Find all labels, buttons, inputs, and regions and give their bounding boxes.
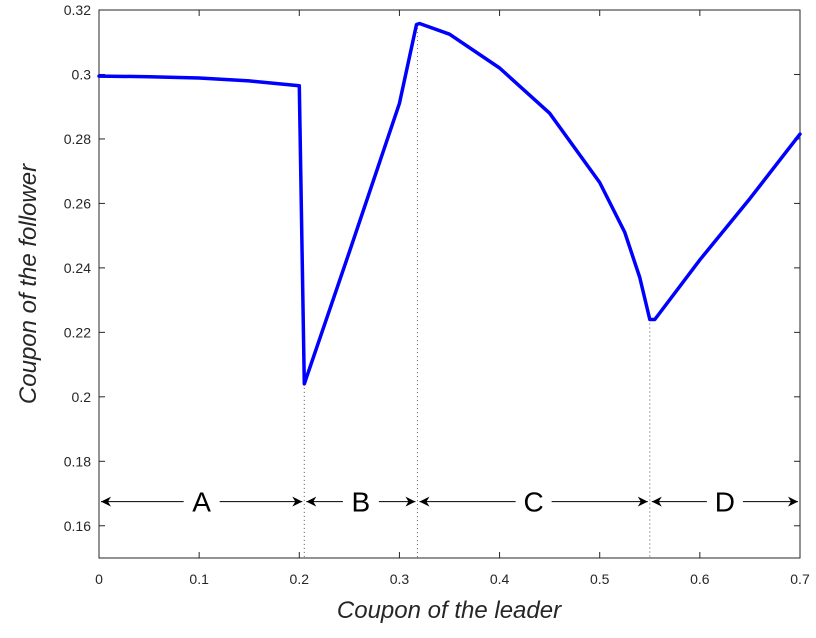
y-tick-label: 0.26 — [64, 195, 91, 211]
x-tick-label: 0.7 — [790, 571, 810, 587]
series-group — [97, 21, 802, 386]
y-tick-label: 0.22 — [64, 324, 91, 340]
y-tick-label: 0.18 — [64, 453, 91, 469]
region-annotations: A B C D — [101, 487, 798, 518]
y-tick-label: 0.28 — [64, 131, 91, 147]
y-tick-label: 0.3 — [72, 66, 92, 82]
axis-ticks: 0 0.1 0.2 0.3 0.4 0.5 0.6 0.7 0.16 0.18 0.2 0.22 0.2… — [64, 2, 810, 587]
x-tick-label: 0.5 — [590, 571, 610, 587]
x-tick-label: 0 — [95, 571, 103, 587]
region-label: B — [352, 487, 371, 518]
region-label: C — [524, 487, 544, 518]
x-tick-label: 0.2 — [290, 571, 310, 587]
y-axis-title: Coupon of the follower — [15, 163, 42, 404]
x-tick-label: 0.4 — [490, 571, 510, 587]
y-tick-label: 0.24 — [64, 260, 91, 276]
region-label: D — [715, 487, 735, 518]
y-tick-label: 0.16 — [64, 518, 91, 534]
x-axis-title: Coupon of the leader — [337, 597, 562, 624]
x-tick-label: 0.6 — [690, 571, 710, 587]
y-tick-label: 0.32 — [64, 2, 91, 18]
series-line — [97, 21, 802, 386]
x-tick-label: 0.3 — [390, 571, 410, 587]
y-tick-label: 0.2 — [72, 389, 92, 405]
x-tick-label: 0.1 — [189, 571, 209, 587]
region-boundaries — [303, 24, 651, 558]
region-label: A — [192, 487, 211, 518]
plot-area — [98, 9, 801, 559]
